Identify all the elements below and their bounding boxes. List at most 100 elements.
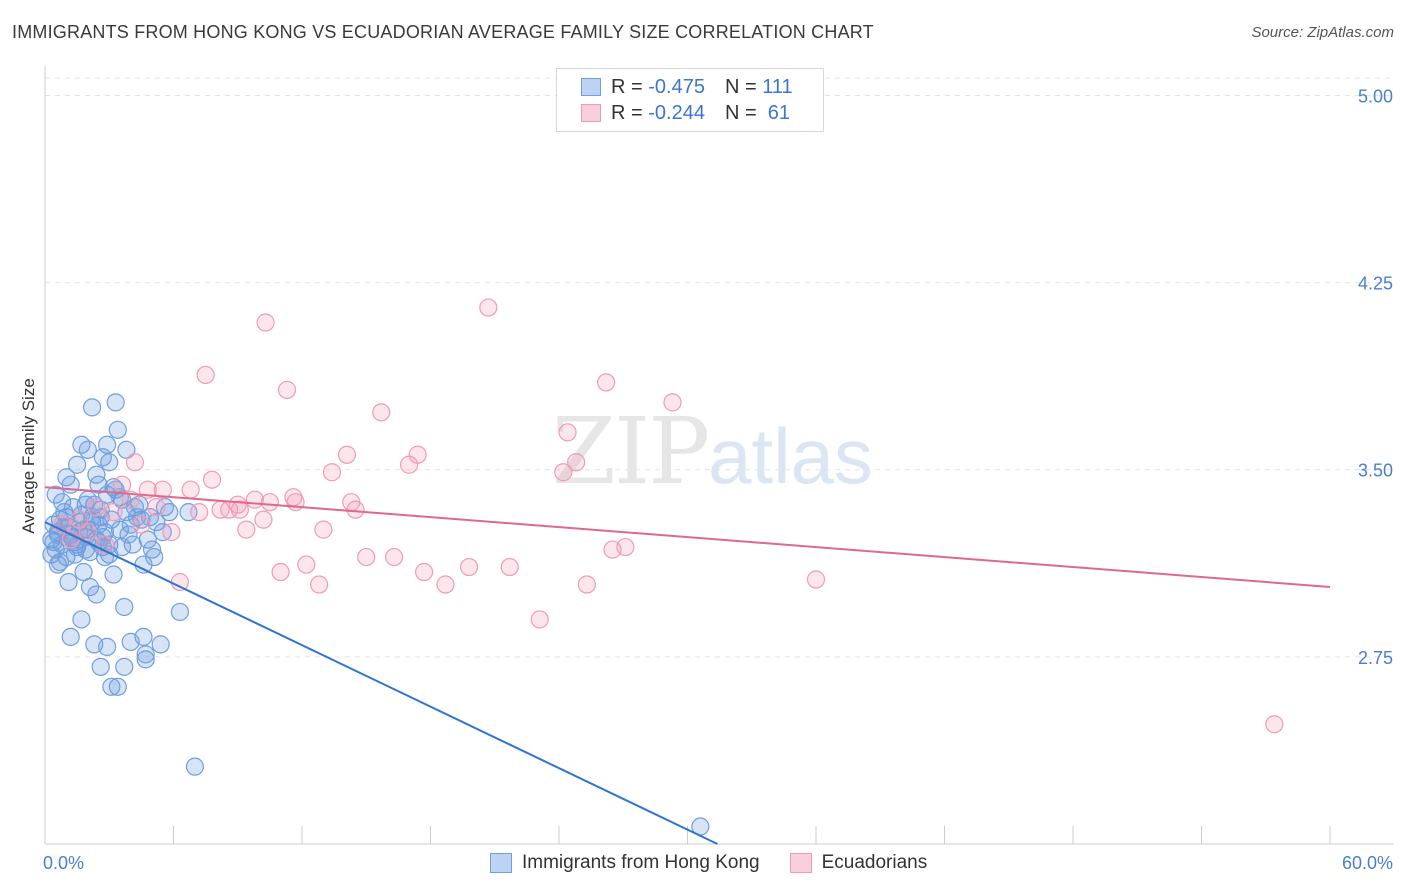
point-ecuadorian [277,380,297,399]
point-hong-kong [136,645,155,664]
legend-n-label: N = [724,75,763,98]
point-hong-kong [108,677,127,696]
point-hong-kong [136,650,155,669]
legend-swatch-blue [490,853,512,873]
point-ecuadorian [558,423,577,442]
point-hong-kong [61,627,80,647]
point-ecuadorian [297,555,316,574]
point-ecuadorian [342,493,361,512]
point-ecuadorian [357,547,376,567]
legend-r-value: -0.475 [648,75,705,98]
point-ecuadorian [322,463,342,482]
point-ecuadorian [271,562,290,582]
point-ecuadorian [104,503,123,522]
point-ecuadorian [121,490,140,509]
point-ecuadorian [567,453,586,472]
x-tick-label: 60.0% [1342,853,1393,873]
point-ecuadorian [170,572,190,592]
legend-n-label: N = [724,101,763,124]
point-hong-kong [117,440,136,459]
legend-row-ecuadorians: R = -0.244 N = 61 [581,101,790,125]
point-hong-kong [100,453,119,472]
point-ecuadorian [414,562,434,582]
point-hong-kong [108,420,127,439]
legend-n-value: 61 [762,101,791,124]
chart-title: IMMIGRANTS FROM HONG KONG VS ECUADORIAN … [12,22,874,42]
point-hong-kong [89,475,108,494]
point-ecuadorian [616,537,635,557]
legend-item-ecuadorians: Ecuadorians [789,852,928,874]
point-hong-kong [53,493,72,512]
point-ecuadorian [70,510,89,529]
point-ecuadorian [87,498,106,517]
point-hong-kong [68,455,87,474]
point-hong-kong [170,602,190,622]
watermark: ZIPatlas [552,398,873,505]
point-hong-kong [59,572,78,592]
axes [44,66,1394,845]
legend-swatch-pink [581,104,601,122]
point-hong-kong [142,540,162,559]
point-hong-kong [145,547,164,567]
legend-swatch-blue [581,78,601,96]
point-ecuadorian [132,515,151,534]
point-hong-kong [74,562,93,582]
point-hong-kong [106,393,125,412]
point-ecuadorian [230,500,249,519]
point-ecuadorian [190,503,209,522]
point-hong-kong [83,398,102,417]
point-ecuadorian [806,570,826,589]
y-tick-label: 2.75 [1358,648,1393,668]
point-ecuadorian [479,298,498,317]
legend-swatch-pink [789,853,812,873]
series-ecuadorians-points [53,298,1284,734]
tick-labels: 5.00 4.25 3.50 2.75 0.0% 60.0% Average Family … [19,86,1393,873]
point-ecuadorian [202,470,222,489]
point-hong-kong [42,545,61,564]
point-ecuadorian [459,557,479,577]
point-hong-kong [72,610,91,629]
point-ecuadorian [554,463,573,482]
watermark-zip: ZIP [552,398,710,505]
point-ecuadorian [196,365,215,385]
point-hong-kong [98,637,117,656]
series-hong-kong-points [42,393,710,836]
point-hong-kong [78,440,97,459]
point-ecuadorian [125,453,145,472]
y-tick-label: 5.00 [1358,86,1393,106]
point-ecuadorian [408,445,427,464]
legend-r-value: -0.244 [648,101,705,124]
trend-lines [44,486,1331,845]
point-ecuadorian [245,490,264,509]
point-ecuadorian [530,610,549,629]
point-ecuadorian [577,575,596,594]
legend-label: Immigrants from Hong Kong [522,852,760,873]
legend-label: Ecuadorians [821,852,928,873]
point-ecuadorian [1265,715,1284,734]
point-hong-kong [87,585,106,604]
point-ecuadorian [181,480,200,499]
point-hong-kong [185,757,205,776]
point-hong-kong [104,565,123,584]
point-hong-kong [46,485,65,504]
point-ecuadorian [78,523,97,542]
point-ecuadorian [237,520,256,539]
point-hong-kong [119,525,138,544]
x-tick-label: 0.0% [43,853,84,873]
point-hong-kong [80,577,100,597]
point-ecuadorian [162,523,181,542]
trend-line-hong-kong [44,521,718,845]
point-hong-kong [91,657,110,676]
point-ecuadorian [597,373,616,392]
y-tick-label: 3.50 [1358,461,1393,481]
correlation-legend: R = -0.475 N = 111 R = -0.244 N = 61 [556,68,824,132]
trend-line-ecuadorians [44,486,1331,589]
legend-r-label: R = [611,101,649,124]
point-hong-kong [134,627,153,647]
point-ecuadorian [337,445,357,464]
point-hong-kong [123,535,142,554]
point-ecuadorian [284,488,303,507]
point-ecuadorian [500,557,519,577]
point-hong-kong [110,520,130,539]
